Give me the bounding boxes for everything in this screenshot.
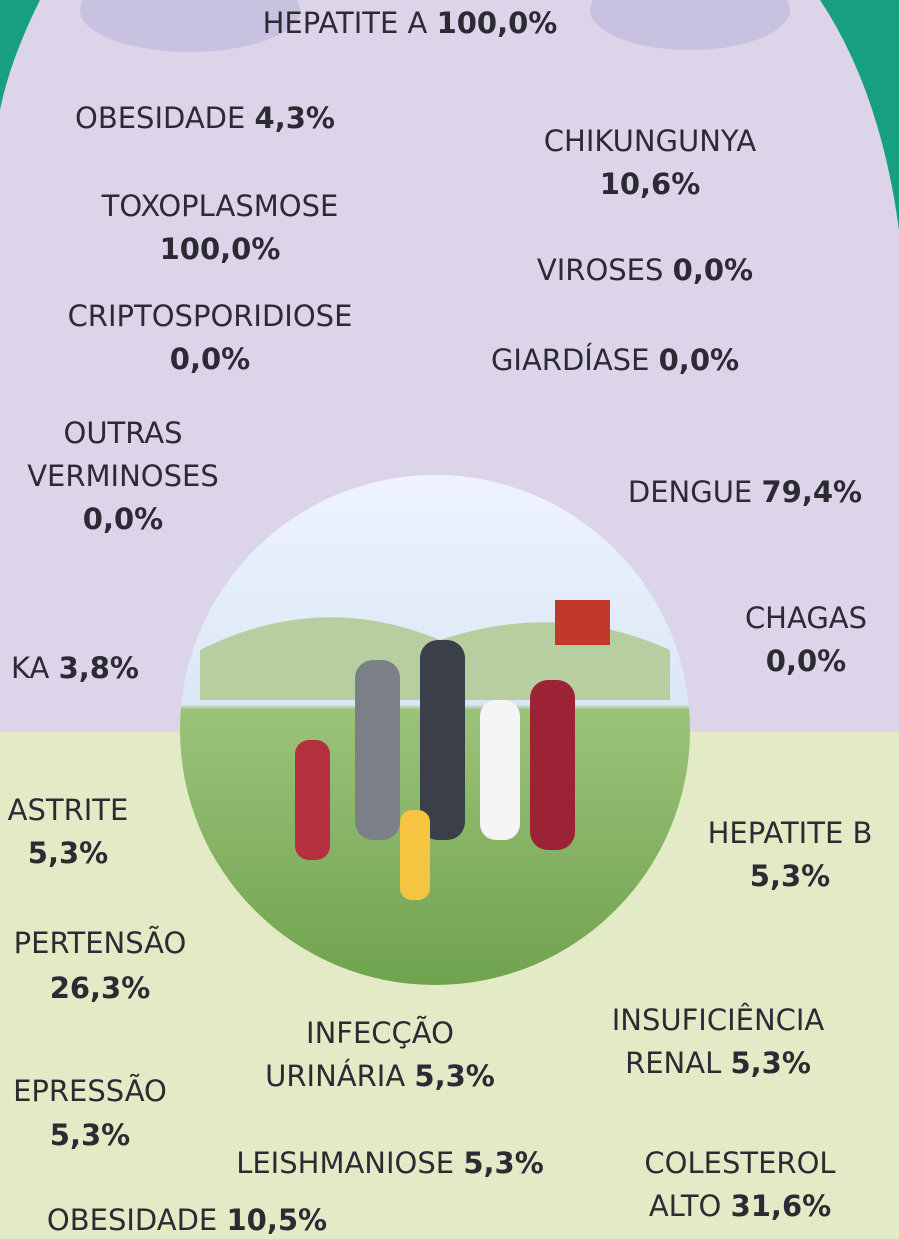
disease-name: LEISHMANIOSE [236, 1146, 454, 1180]
disease-line: 0,0% [170, 342, 250, 376]
disease-name: CHIKUNGUNYA [544, 124, 757, 158]
disease-name: CHAGAS [745, 601, 867, 635]
disease-name: RENAL [625, 1046, 721, 1080]
disease-percent: 5,3% [50, 1118, 130, 1152]
disease-name: DENGUE [628, 475, 752, 509]
person [480, 700, 520, 840]
disease-line: TOXOPLASMOSE [101, 189, 339, 223]
disease-name: TOXOPLASMOSE [101, 189, 339, 223]
disease-name: URINÁRIA [265, 1059, 405, 1093]
disease-percent: 31,6% [731, 1189, 832, 1223]
disease-line: KA 3,8% [11, 651, 139, 685]
disease-name: OBESIDADE [47, 1203, 217, 1237]
disease-line: DENGUE 79,4% [628, 475, 862, 509]
disease-line: URINÁRIA 5,3% [265, 1059, 495, 1093]
disease-line: CRIPTOSPORIDIOSE [68, 299, 353, 333]
disease-line: 5,3% [28, 836, 108, 870]
disease-name: GIARDÍASE [491, 343, 649, 377]
disease-line: VERMINOSES [27, 459, 219, 493]
disease-name: COLESTEROL [644, 1146, 835, 1180]
disease-name: VERMINOSES [27, 459, 219, 493]
disease-line: HEPATITE B [708, 816, 873, 850]
disease-line: 5,3% [50, 1118, 130, 1152]
disease-line: 26,3% [50, 971, 151, 1005]
disease-percent: 4,3% [255, 101, 335, 135]
disease-percent: 5,3% [28, 836, 108, 870]
disease-percent: 5,3% [730, 1046, 810, 1080]
disease-line: ALTO 31,6% [649, 1189, 831, 1223]
disease-line: 0,0% [83, 502, 163, 536]
disease-percent: 5,3% [750, 859, 830, 893]
disease-label: OBESIDADE 4,3% [75, 101, 335, 135]
barn [555, 600, 610, 645]
disease-name: PERTENSÃO [14, 926, 187, 960]
disease-line: EPRESSÃO [13, 1074, 167, 1108]
disease-line: PERTENSÃO [14, 926, 187, 960]
disease-percent: 3,8% [59, 651, 139, 685]
disease-name: INFECÇÃO [306, 1016, 454, 1050]
disease-line: OUTRAS [64, 416, 183, 450]
disease-name: EPRESSÃO [13, 1074, 167, 1108]
disease-percent: 0,0% [170, 342, 250, 376]
infographic: HEPATITE A 100,0% OBESIDADE 4,3% CHIKUNGUN… [0, 0, 899, 1239]
disease-percent: 26,3% [50, 971, 151, 1005]
disease-percent: 0,0% [83, 502, 163, 536]
disease-line: 10,6% [600, 167, 701, 201]
disease-line: 100,0% [160, 232, 281, 266]
person [530, 680, 575, 850]
disease-percent: 100,0% [160, 232, 281, 266]
disease-name: HEPATITE A [263, 6, 428, 40]
disease-name: OBESIDADE [75, 101, 245, 135]
disease-line: 0,0% [766, 644, 846, 678]
disease-line: CHAGAS [745, 601, 867, 635]
disease-name: OUTRAS [64, 416, 183, 450]
disease-line: LEISHMANIOSE 5,3% [236, 1146, 544, 1180]
disease-line: OBESIDADE 4,3% [75, 101, 335, 135]
disease-line: GIARDÍASE 0,0% [491, 343, 739, 377]
disease-name: VIROSES [537, 253, 664, 287]
disease-line: 5,3% [750, 859, 830, 893]
disease-percent: 5,3% [463, 1146, 543, 1180]
disease-line: OBESIDADE 10,5% [47, 1203, 327, 1237]
person [420, 640, 465, 840]
disease-percent: 10,6% [600, 167, 701, 201]
illustration [180, 475, 690, 985]
disease-label: LEISHMANIOSE 5,3% [236, 1146, 544, 1180]
disease-line: VIROSES 0,0% [537, 253, 753, 287]
disease-line: HEPATITE A 100,0% [263, 6, 558, 40]
disease-line: INFECÇÃO [306, 1016, 454, 1050]
person [400, 810, 430, 900]
disease-name: HEPATITE B [708, 816, 873, 850]
disease-label: OBESIDADE 10,5% [47, 1203, 327, 1237]
disease-line: RENAL 5,3% [625, 1046, 811, 1080]
disease-percent: 79,4% [761, 475, 862, 509]
disease-percent: 5,3% [414, 1059, 494, 1093]
disease-label: KA 3,8% [11, 651, 139, 685]
disease-line: CHIKUNGUNYA [544, 124, 757, 158]
disease-name: CRIPTOSPORIDIOSE [68, 299, 353, 333]
disease-label: VIROSES 0,0% [537, 253, 753, 287]
disease-label: HEPATITE A 100,0% [263, 6, 558, 40]
disease-line: ASTRITE [8, 793, 129, 827]
disease-percent: 0,0% [673, 253, 753, 287]
disease-name: ALTO [649, 1189, 722, 1223]
disease-percent: 0,0% [766, 644, 846, 678]
disease-percent: 10,5% [226, 1203, 327, 1237]
disease-percent: 0,0% [659, 343, 739, 377]
person [295, 740, 330, 860]
page: HEPATITE A 100,0% OBESIDADE 4,3% CHIKUNGUN… [0, 0, 899, 1239]
person [355, 660, 400, 840]
disease-percent: 100,0% [437, 6, 558, 40]
disease-name: ASTRITE [8, 793, 129, 827]
disease-line: INSUFICIÊNCIA [612, 1003, 825, 1037]
disease-line: COLESTEROL [644, 1146, 835, 1180]
disease-label: DENGUE 79,4% [628, 475, 862, 509]
disease-label: GIARDÍASE 0,0% [491, 343, 739, 377]
disease-name: KA [11, 651, 50, 685]
disease-name: INSUFICIÊNCIA [612, 1003, 825, 1037]
